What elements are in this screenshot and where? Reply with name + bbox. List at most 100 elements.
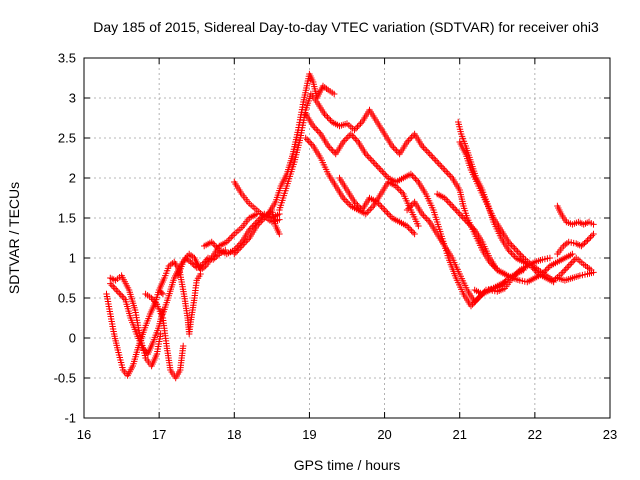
data-point	[349, 132, 356, 139]
series-track-4	[142, 290, 187, 382]
data-point	[443, 196, 450, 203]
data-point	[240, 241, 247, 248]
data-point	[421, 214, 429, 221]
data-point	[190, 261, 197, 268]
data-point	[373, 162, 380, 169]
data-point	[397, 187, 404, 194]
data-point	[447, 201, 454, 208]
data-point	[392, 182, 399, 190]
data-point	[159, 290, 167, 298]
data-point	[371, 160, 378, 167]
data-point	[425, 217, 432, 224]
x-tick-label: 17	[152, 427, 166, 442]
data-point	[409, 229, 417, 236]
data-point	[110, 283, 117, 290]
data-point	[352, 200, 360, 207]
data-point	[506, 248, 514, 255]
data-point	[341, 196, 348, 203]
data-point	[567, 261, 574, 268]
data-point	[111, 285, 118, 292]
data-point	[208, 238, 215, 246]
data-point	[405, 137, 412, 144]
data-point	[237, 244, 244, 251]
y-tick-label: 2.5	[58, 131, 76, 146]
data-point	[351, 198, 358, 206]
data-point	[514, 248, 521, 255]
data-point	[346, 201, 353, 208]
data-point	[440, 165, 447, 172]
data-point	[231, 250, 238, 258]
data-point	[515, 268, 522, 275]
data-point	[476, 294, 483, 301]
data-point	[456, 210, 463, 218]
series-track-12	[276, 90, 576, 286]
data-point	[428, 152, 435, 159]
data-point	[238, 242, 245, 250]
series-track-17	[434, 190, 508, 278]
series-track-2	[107, 272, 164, 370]
data-point	[351, 126, 358, 134]
data-point	[383, 173, 390, 180]
data-point	[438, 163, 445, 170]
data-point	[385, 211, 393, 218]
data-point	[344, 134, 351, 141]
data-point	[261, 214, 268, 222]
data-point	[355, 122, 363, 129]
data-point	[408, 227, 415, 234]
series-track-19	[456, 138, 595, 284]
data-point	[453, 207, 460, 214]
data-point	[387, 213, 394, 220]
data-point	[590, 269, 597, 276]
x-tick-label: 22	[528, 427, 542, 442]
data-point	[384, 210, 391, 217]
data-point	[329, 147, 336, 154]
data-point	[459, 214, 466, 221]
data-point	[412, 175, 419, 182]
data-point	[543, 266, 551, 273]
x-tick-label: 18	[227, 427, 241, 442]
data-point	[305, 138, 312, 145]
data-point	[327, 117, 334, 124]
data-point	[253, 222, 260, 230]
data-point	[423, 147, 430, 154]
x-axis-label: GPS time / hours	[294, 457, 401, 473]
data-point	[435, 160, 442, 167]
data-point	[564, 264, 571, 271]
data-point	[368, 157, 375, 164]
data-point	[213, 243, 220, 250]
data-point	[561, 267, 568, 274]
data-point	[413, 177, 421, 184]
data-point	[408, 202, 415, 209]
y-tick-label: 3.5	[58, 51, 76, 66]
data-point	[214, 252, 221, 259]
data-point	[343, 198, 350, 205]
data-point	[473, 297, 480, 304]
data-point	[450, 204, 457, 211]
data-point	[367, 155, 374, 162]
data-point	[324, 114, 331, 121]
data-point	[210, 240, 217, 247]
data-point	[464, 218, 471, 226]
data-point	[223, 238, 230, 246]
data-point	[513, 270, 520, 277]
y-tick-label: 0	[69, 331, 76, 346]
data-point	[234, 247, 241, 254]
series-track-23	[554, 269, 597, 284]
data-point	[501, 270, 508, 278]
data-point	[304, 136, 311, 143]
data-point	[418, 142, 426, 150]
data-point	[189, 260, 196, 267]
series-track-15	[336, 174, 418, 238]
data-point	[347, 130, 354, 138]
data-point	[403, 206, 411, 214]
data-point	[568, 259, 575, 266]
data-point	[582, 238, 590, 245]
data-point	[471, 298, 478, 306]
series-track-21	[554, 202, 597, 228]
data-point	[474, 295, 481, 302]
data-point	[443, 168, 450, 175]
data-point	[509, 243, 517, 250]
data-point	[244, 236, 251, 243]
data-point	[390, 144, 397, 151]
data-point	[187, 258, 194, 266]
